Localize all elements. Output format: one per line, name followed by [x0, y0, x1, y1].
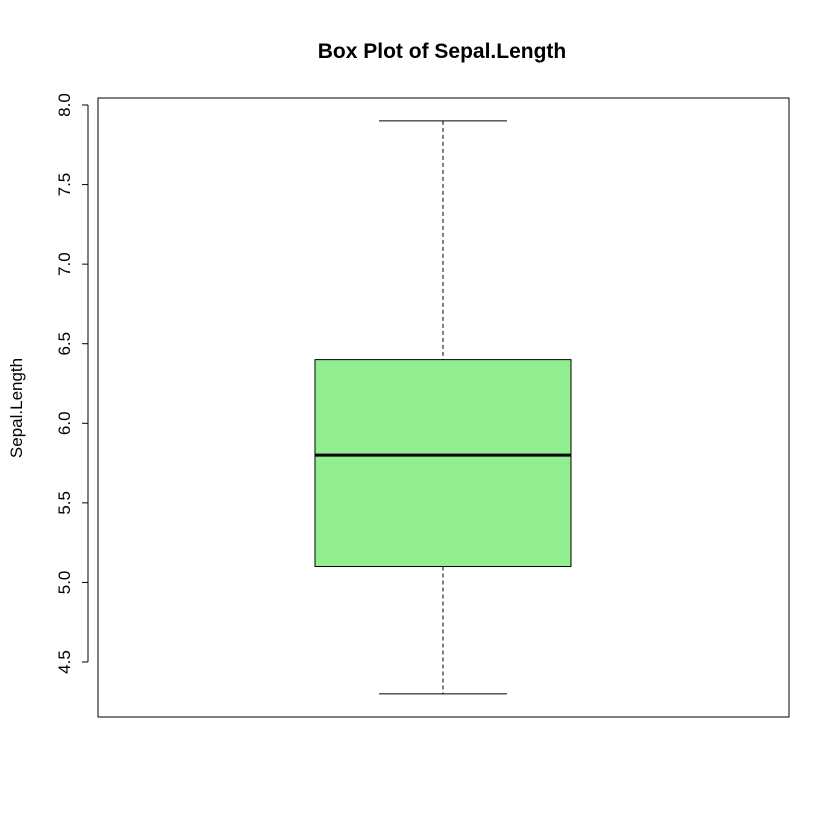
y-tick-label: 6.5 [55, 332, 74, 356]
y-axis-ticks: 4.5 5.0 5.5 6.0 6.5 7.0 7.5 8.0 [55, 93, 88, 674]
y-tick-label: 7.5 [55, 173, 74, 197]
y-tick-label: 4.5 [55, 650, 74, 674]
y-tick-label: 6.0 [55, 411, 74, 435]
y-tick-label: 7.0 [55, 252, 74, 276]
y-axis-label: Sepal.Length [7, 358, 26, 458]
y-tick-label: 8.0 [55, 93, 74, 117]
plot-frame [97, 97, 790, 718]
y-tick-label: 5.0 [55, 571, 74, 595]
chart-title: Box Plot of Sepal.Length [318, 40, 567, 63]
y-tick-label: 5.5 [55, 491, 74, 515]
iqr-box [314, 359, 572, 568]
